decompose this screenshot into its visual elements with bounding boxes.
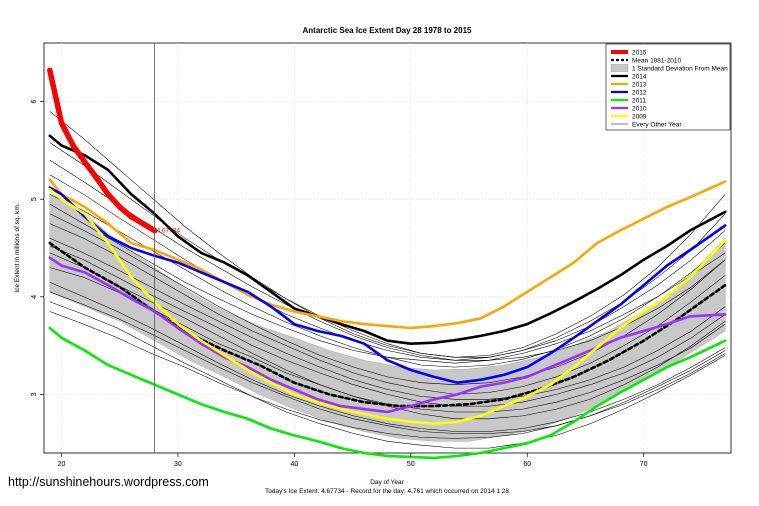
y-tick-label: 5 (31, 197, 38, 201)
other-year-line (49, 245, 726, 407)
other-year-line (49, 301, 726, 449)
legend-label-y2011: 2011 (632, 97, 646, 104)
other-year-line (49, 159, 726, 361)
series-line-y2009 (48, 188, 727, 426)
legend-label-y2010: 2010 (632, 105, 647, 112)
other-year-line (49, 291, 726, 434)
legend-label-y2015: 2015 (632, 49, 647, 56)
other-year-line (49, 237, 726, 400)
y-tick-label: 4 (31, 295, 38, 299)
other-year-line (49, 174, 726, 361)
series-line-y2014 (48, 134, 727, 346)
series-line-y2015 (47, 67, 158, 234)
x-tick-label: 40 (290, 461, 298, 468)
y-axis-label: Ice Extent in millions of sq. km. (14, 203, 21, 292)
series-line-y2013 (48, 178, 727, 330)
x-tick-label: 20 (58, 461, 66, 468)
other-year-line (49, 111, 726, 358)
x-tick-label: 50 (407, 461, 415, 468)
other-year-line (49, 281, 726, 432)
x-tick-label: 70 (640, 461, 648, 468)
y-tick-label: 3 (31, 392, 38, 396)
legend-label-y2009: 2009 (632, 113, 647, 120)
x-tick-label: 60 (523, 461, 531, 468)
every-other-year-lines (49, 111, 726, 449)
legend-label-mean: Mean 1981-2010 (632, 57, 682, 64)
y-tick-label: 6 (31, 100, 38, 104)
x-tick-label: 30 (174, 461, 182, 468)
legend-label-y2012: 2012 (632, 89, 647, 96)
series-line-y2011 (48, 326, 727, 460)
x-axis: 20 30 40 50 60 70 (58, 453, 648, 468)
footer-note: Today's Ice Extent: 4.67734 - Record for… (265, 488, 509, 495)
other-year-line (49, 223, 726, 395)
legend-label-other: Every Other Year (632, 121, 682, 128)
legend-label-y2013: 2013 (632, 81, 647, 88)
legend-label-band: 1 Standard Deviation From Mean (632, 65, 728, 72)
other-year-line (49, 194, 726, 368)
series-line-y2012 (48, 186, 727, 385)
legend-label-y2014: 2014 (632, 73, 647, 80)
highlighted-year-lines (47, 67, 727, 460)
chart-title: Antarctic Sea Ice Extent Day 28 1978 to … (303, 26, 473, 35)
legend-swatch-band (610, 64, 629, 72)
current-value-label: 4.67734 (157, 228, 181, 235)
x-axis-label: Day of Year (370, 479, 404, 486)
other-year-line (49, 311, 726, 439)
blog-url-watermark: http://sunshinehours.wordpress.com (8, 475, 209, 489)
y-axis: 3 4 5 6 (31, 100, 44, 396)
